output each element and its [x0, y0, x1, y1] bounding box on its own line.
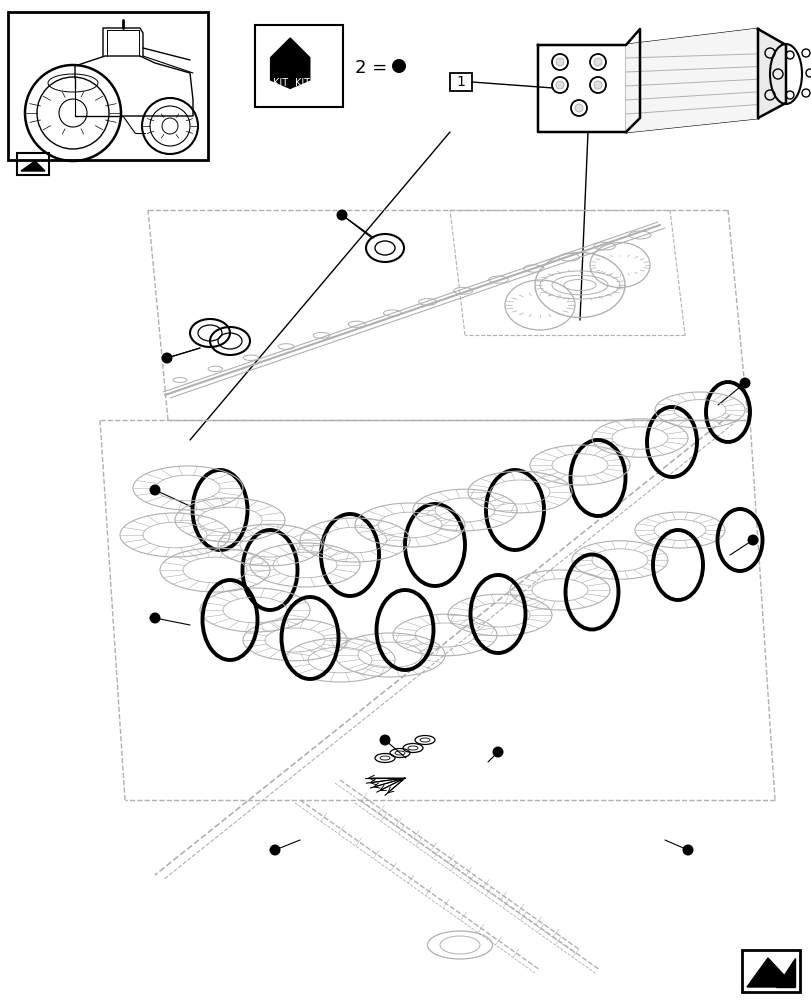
Circle shape	[556, 81, 564, 89]
Circle shape	[379, 734, 390, 745]
Circle shape	[594, 81, 601, 89]
Circle shape	[149, 612, 161, 624]
Polygon shape	[757, 29, 785, 118]
Polygon shape	[21, 161, 45, 171]
Circle shape	[574, 104, 582, 112]
Text: 2 =: 2 =	[354, 59, 387, 77]
Bar	[741, 950, 799, 992]
Circle shape	[556, 58, 564, 66]
Circle shape	[747, 534, 757, 546]
Circle shape	[739, 377, 749, 388]
Polygon shape	[746, 958, 794, 987]
Polygon shape	[270, 38, 310, 88]
Bar	[8, 12, 208, 160]
Text: 1: 1	[456, 75, 465, 89]
Polygon shape	[775, 958, 794, 987]
Bar	[255, 25, 342, 107]
Bar	[449, 73, 471, 91]
Text: KIT: KIT	[272, 78, 287, 88]
Circle shape	[392, 59, 406, 73]
Circle shape	[594, 58, 601, 66]
Polygon shape	[538, 29, 639, 132]
Bar	[17, 153, 49, 175]
Polygon shape	[625, 29, 757, 132]
Circle shape	[161, 353, 172, 363]
Circle shape	[336, 210, 347, 221]
Circle shape	[682, 844, 693, 855]
Circle shape	[269, 844, 280, 855]
Circle shape	[162, 353, 172, 363]
Circle shape	[149, 485, 161, 495]
Text: KIT: KIT	[294, 78, 309, 88]
Circle shape	[492, 746, 503, 758]
Circle shape	[337, 210, 346, 220]
